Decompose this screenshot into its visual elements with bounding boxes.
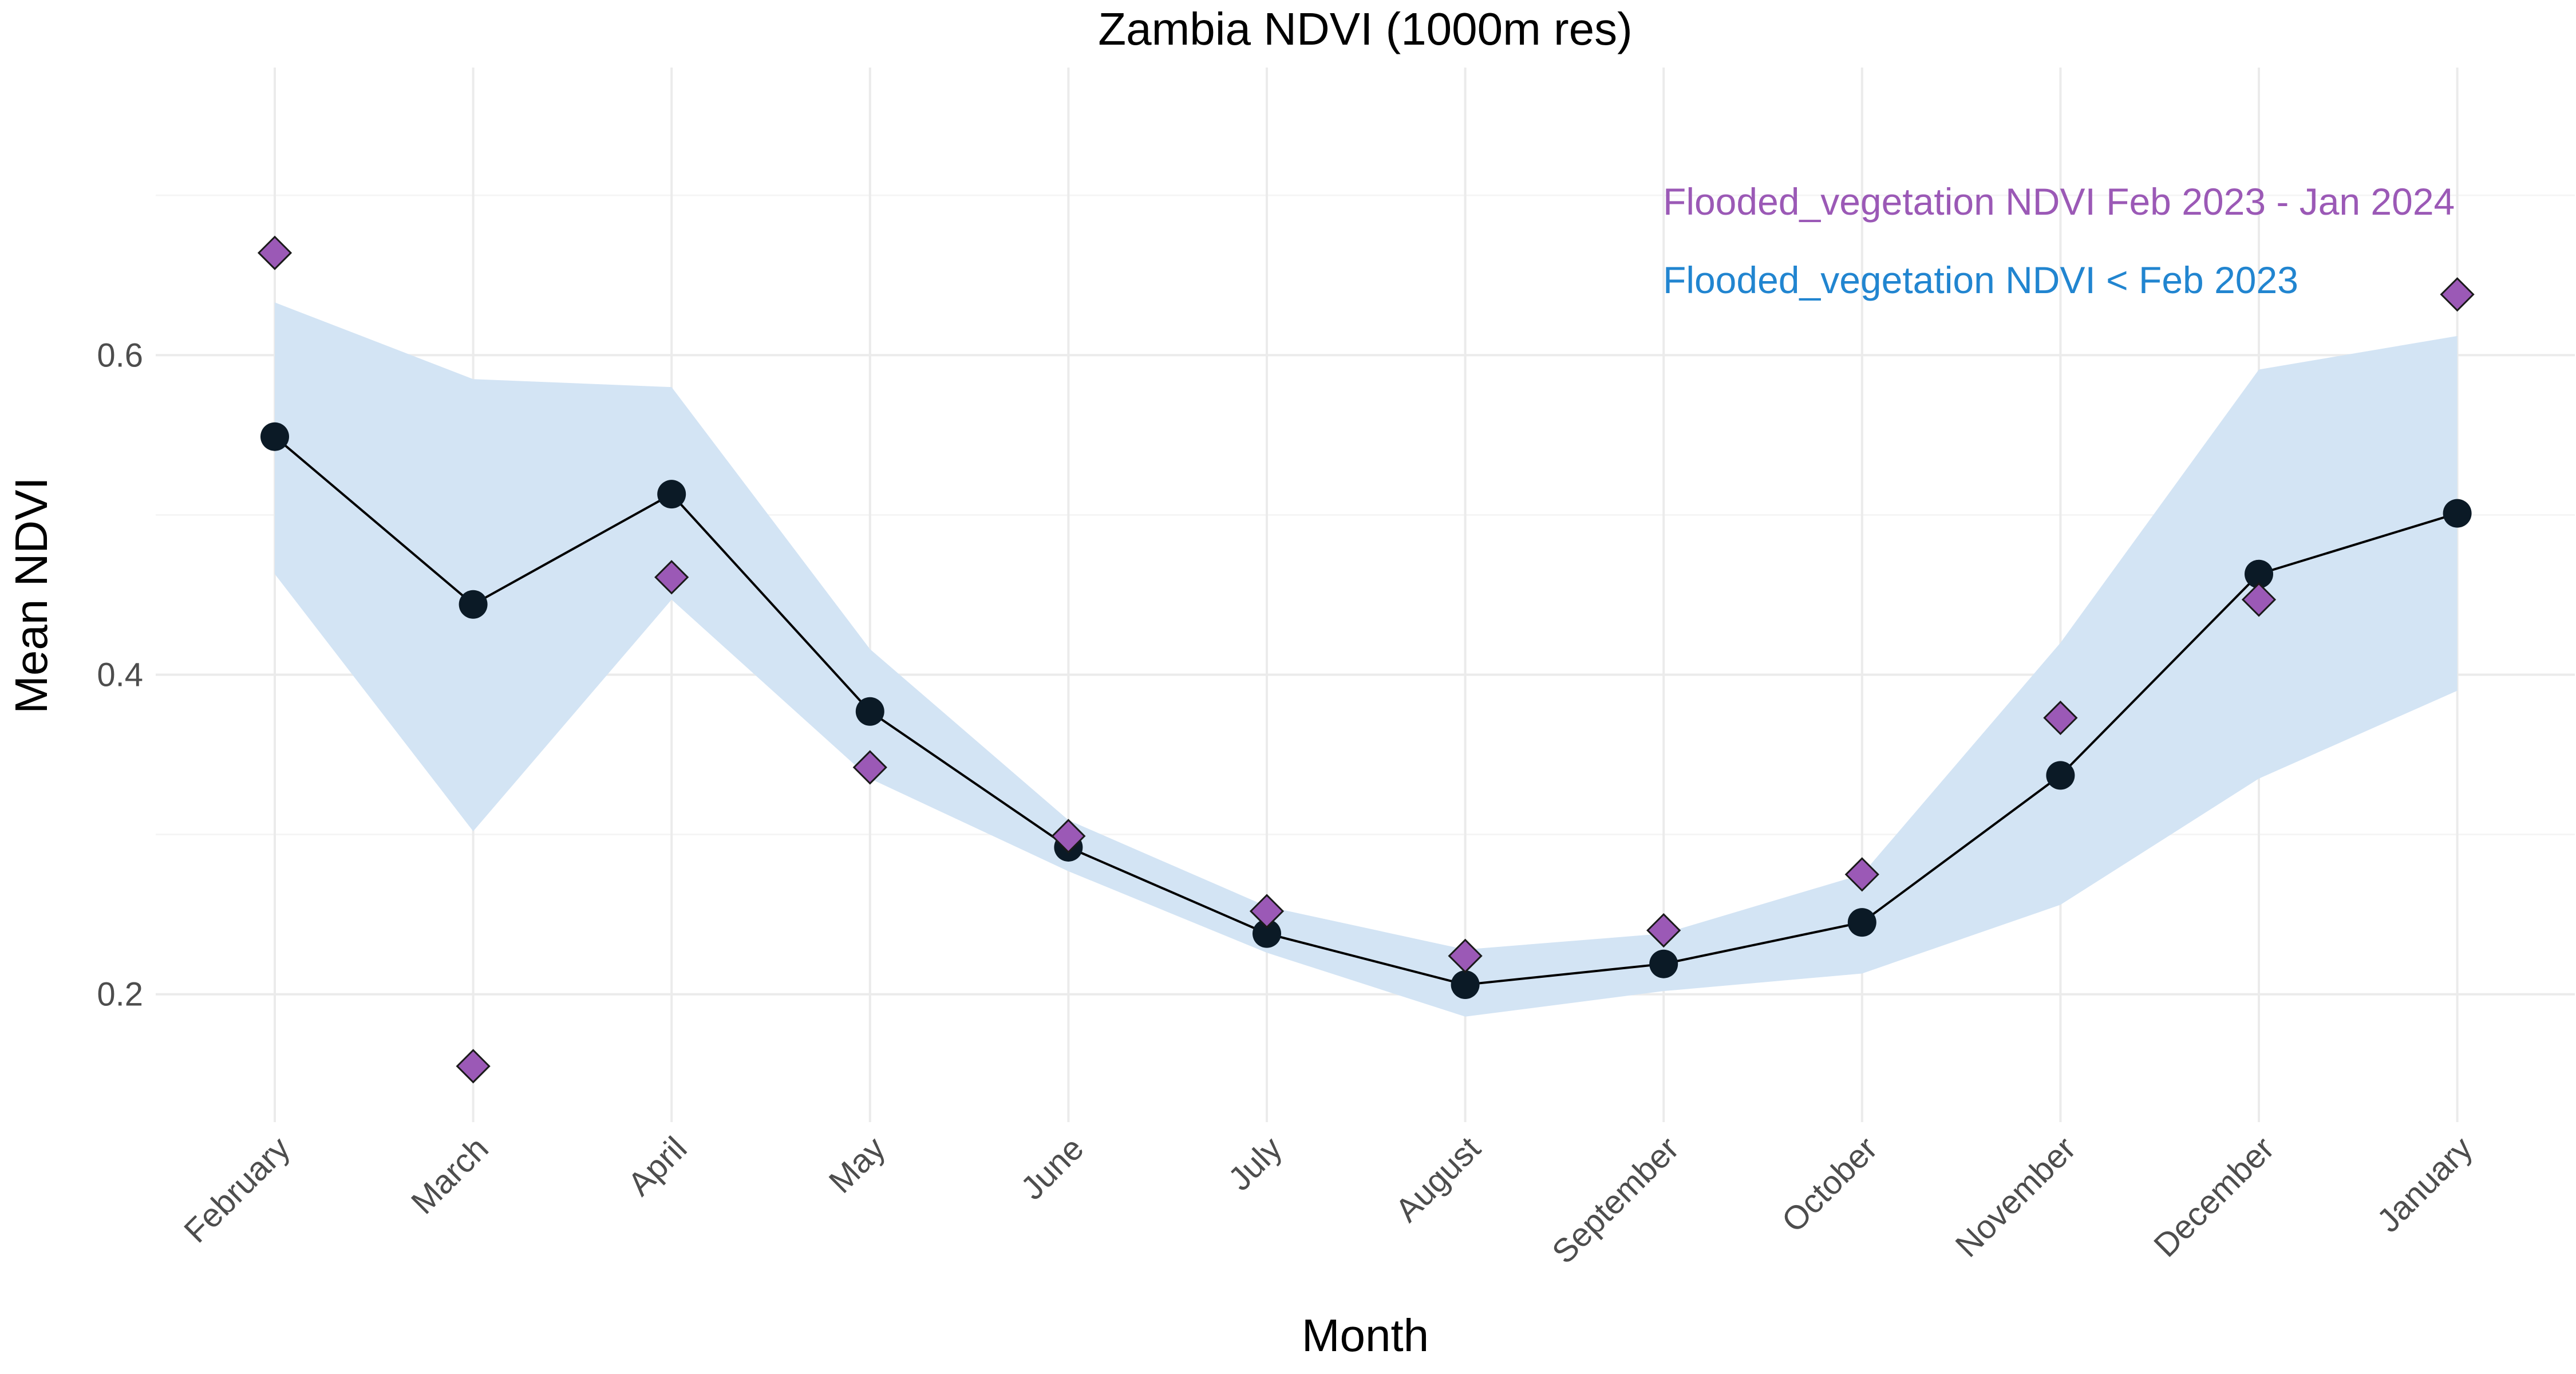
current-year-point <box>852 750 887 785</box>
x-tick-label: November <box>1948 1130 2083 1264</box>
current-year-point <box>1249 894 1285 929</box>
x-tick-label: October <box>1775 1130 1884 1239</box>
y-tick-label: 0.4 <box>97 657 143 694</box>
range-band <box>275 302 2458 1017</box>
x-tick-label: March <box>404 1130 496 1221</box>
x-axis-title: Month <box>1302 1310 1429 1361</box>
x-tick-label: May <box>822 1130 892 1200</box>
current-year-point <box>1448 938 1483 973</box>
current-year-point <box>456 1049 491 1084</box>
y-tick-labels: 0.2 0.4 0.6 <box>97 337 143 1013</box>
current-year-point <box>1051 819 1086 854</box>
x-tick-label: January <box>2370 1130 2480 1239</box>
x-tick-label: April <box>621 1130 694 1203</box>
current-year-point <box>654 560 689 595</box>
x-tick-label: July <box>1221 1130 1289 1198</box>
mean-line <box>274 436 2458 986</box>
current-year-point <box>257 235 293 270</box>
mean-point <box>855 697 884 726</box>
y-axis-title: Mean NDVI <box>6 477 57 713</box>
mean-point <box>2443 499 2472 528</box>
mean-point <box>1847 908 1876 937</box>
mean-point <box>1451 970 1480 999</box>
x-tick-label: September <box>1545 1130 1686 1271</box>
current-year-points <box>257 235 2475 1084</box>
legend: Flooded_vegetation NDVI Feb 2023 - Jan 2… <box>1663 180 2455 301</box>
chart-title: Zambia NDVI (1000m res) <box>1098 3 1633 54</box>
current-year-point <box>2440 277 2475 312</box>
mean-point <box>1253 919 1281 948</box>
y-tick-label: 0.2 <box>97 976 143 1013</box>
current-year-point <box>1844 857 1879 892</box>
y-tick-label: 0.6 <box>97 337 143 374</box>
mean-point <box>2245 559 2273 589</box>
mean-point <box>2046 761 2075 790</box>
current-year-point <box>2043 700 2078 736</box>
x-tick-label: February <box>177 1130 297 1250</box>
current-year-point <box>1646 913 1681 948</box>
mean-point <box>459 590 488 619</box>
mean-point <box>260 422 289 451</box>
x-tick-label: August <box>1388 1130 1488 1229</box>
mean-point <box>1649 949 1678 978</box>
mean-point <box>657 480 686 509</box>
legend-baseline: Flooded_vegetation NDVI < Feb 2023 <box>1663 259 2298 301</box>
x-tick-label: June <box>1014 1130 1091 1207</box>
legend-current-year: Flooded_vegetation NDVI Feb 2023 - Jan 2… <box>1663 180 2455 223</box>
current-year-point <box>2241 582 2277 617</box>
x-tick-labels: February March April May June July August Septe… <box>177 1130 2480 1271</box>
x-tick-label: December <box>2147 1130 2281 1264</box>
